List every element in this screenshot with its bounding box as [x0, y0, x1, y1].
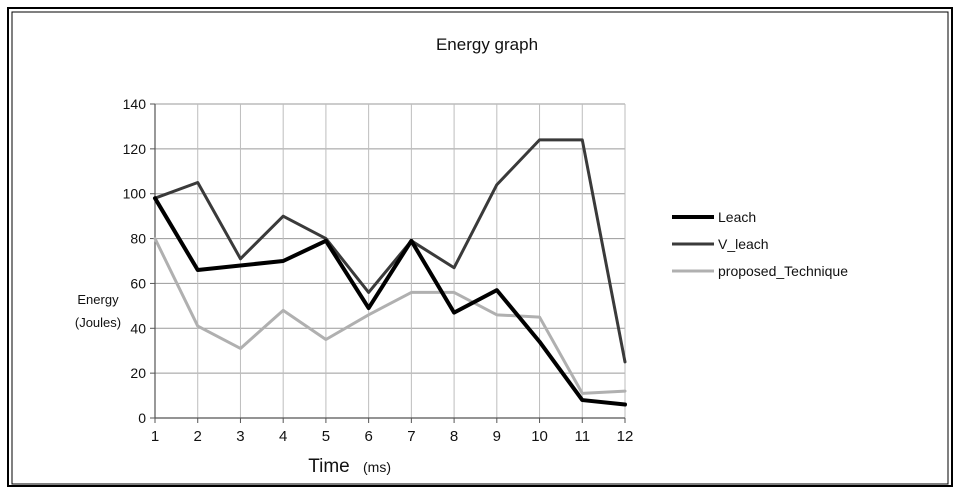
y-tick-label: 120 [123, 141, 147, 157]
series-line-proposed-technique [153, 237, 627, 395]
y-axis-label-line1: Energy [77, 292, 119, 307]
x-tick-label: 12 [617, 428, 634, 445]
x-tick-label: 2 [194, 428, 202, 445]
y-tick-label: 100 [123, 186, 147, 202]
x-axis-unit: (ms) [363, 459, 391, 475]
x-tick-label: 7 [407, 428, 415, 445]
legend-label: V_leach [718, 236, 769, 252]
legend-label: Leach [718, 209, 756, 225]
y-tick-label: 80 [130, 231, 146, 247]
y-tick-label: 40 [130, 320, 146, 336]
y-tick-label: 140 [123, 96, 147, 112]
chart-inner-frame [11, 11, 949, 485]
x-tick-label: 4 [279, 428, 287, 445]
y-tick-label: 60 [130, 275, 146, 291]
x-tick-label: 6 [364, 428, 372, 445]
legend-label: proposed_Technique [718, 263, 848, 279]
x-tick-label: 11 [574, 428, 590, 445]
x-tick-label: 5 [322, 428, 330, 445]
y-axis-label-line2: (Joules) [75, 315, 121, 330]
x-tick-label: 1 [151, 428, 159, 445]
x-tick-label: 3 [236, 428, 244, 445]
x-tick-label: 8 [450, 428, 458, 445]
chart-title: Energy graph [436, 35, 538, 54]
y-tick-label: 0 [138, 410, 146, 426]
series-layer [153, 138, 627, 407]
x-tick-label: 10 [531, 428, 548, 445]
x-tick-label: 9 [493, 428, 501, 445]
chart-frame [7, 7, 953, 487]
series-line-leach [153, 196, 627, 407]
y-tick-label: 20 [130, 365, 146, 381]
legend: Leach V_leach proposed_Technique [672, 209, 848, 279]
series-line-v-leach [153, 138, 627, 364]
x-axis-label: Time [308, 456, 350, 477]
